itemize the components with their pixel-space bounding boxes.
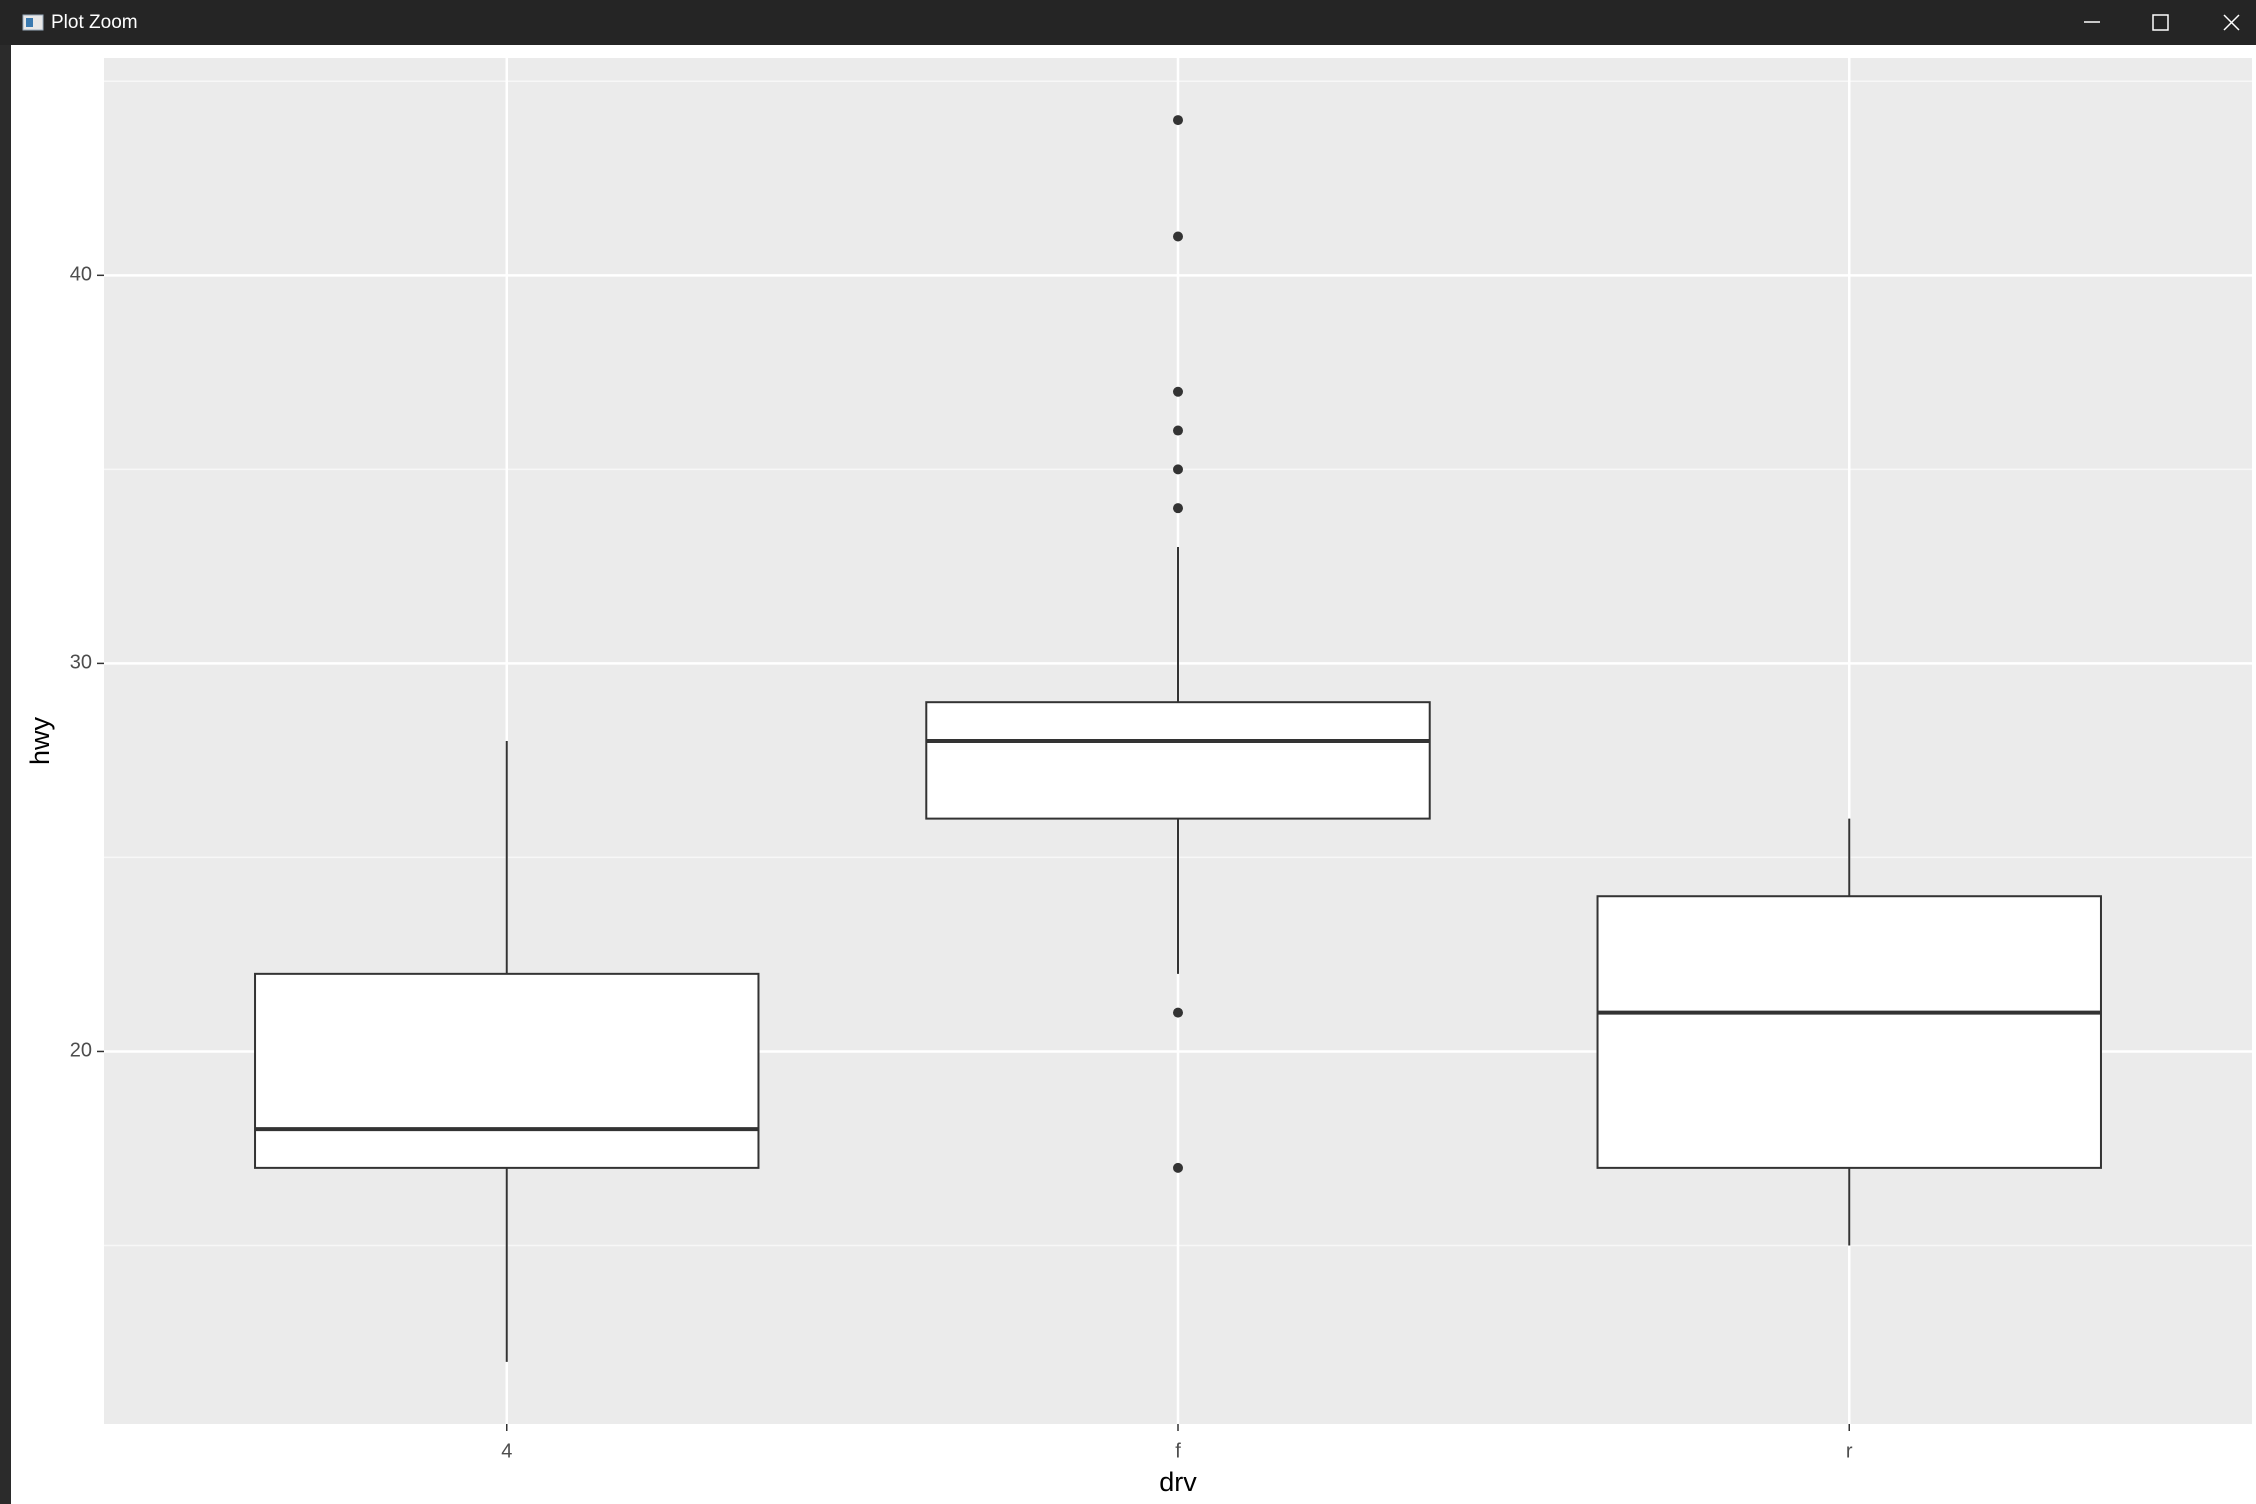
app-icon-inner: [26, 18, 33, 27]
title-bar: [0, 0, 2256, 45]
outlier: [1173, 425, 1183, 436]
left-edge: [0, 45, 11, 1504]
outlier: [1173, 503, 1183, 514]
window-title: Plot Zoom: [51, 12, 138, 33]
maximize-button[interactable]: [2152, 14, 2169, 31]
box: [254, 972, 760, 1169]
x-tick-label: f: [1175, 1440, 1181, 1462]
y-tick-label: 40: [70, 264, 92, 286]
y-axis-title: hwy: [25, 716, 55, 765]
outlier: [1173, 231, 1183, 242]
outlier: [1173, 464, 1183, 475]
box: [925, 701, 1431, 820]
outlier: [1173, 115, 1183, 126]
close-button[interactable]: [2223, 14, 2240, 31]
outlier: [1173, 386, 1183, 397]
x-axis-title: drv: [1159, 1467, 1197, 1497]
y-tick-label: 20: [70, 1040, 92, 1062]
outlier: [1173, 1007, 1183, 1018]
box: [1596, 895, 2102, 1169]
x-tick-label: 4: [501, 1440, 512, 1462]
x-tick-label: r: [1846, 1440, 1853, 1462]
outlier: [1173, 1162, 1183, 1173]
y-tick-label: 30: [70, 652, 92, 674]
plot: 20 30 40 4 f r drv hwy: [25, 58, 2252, 1497]
